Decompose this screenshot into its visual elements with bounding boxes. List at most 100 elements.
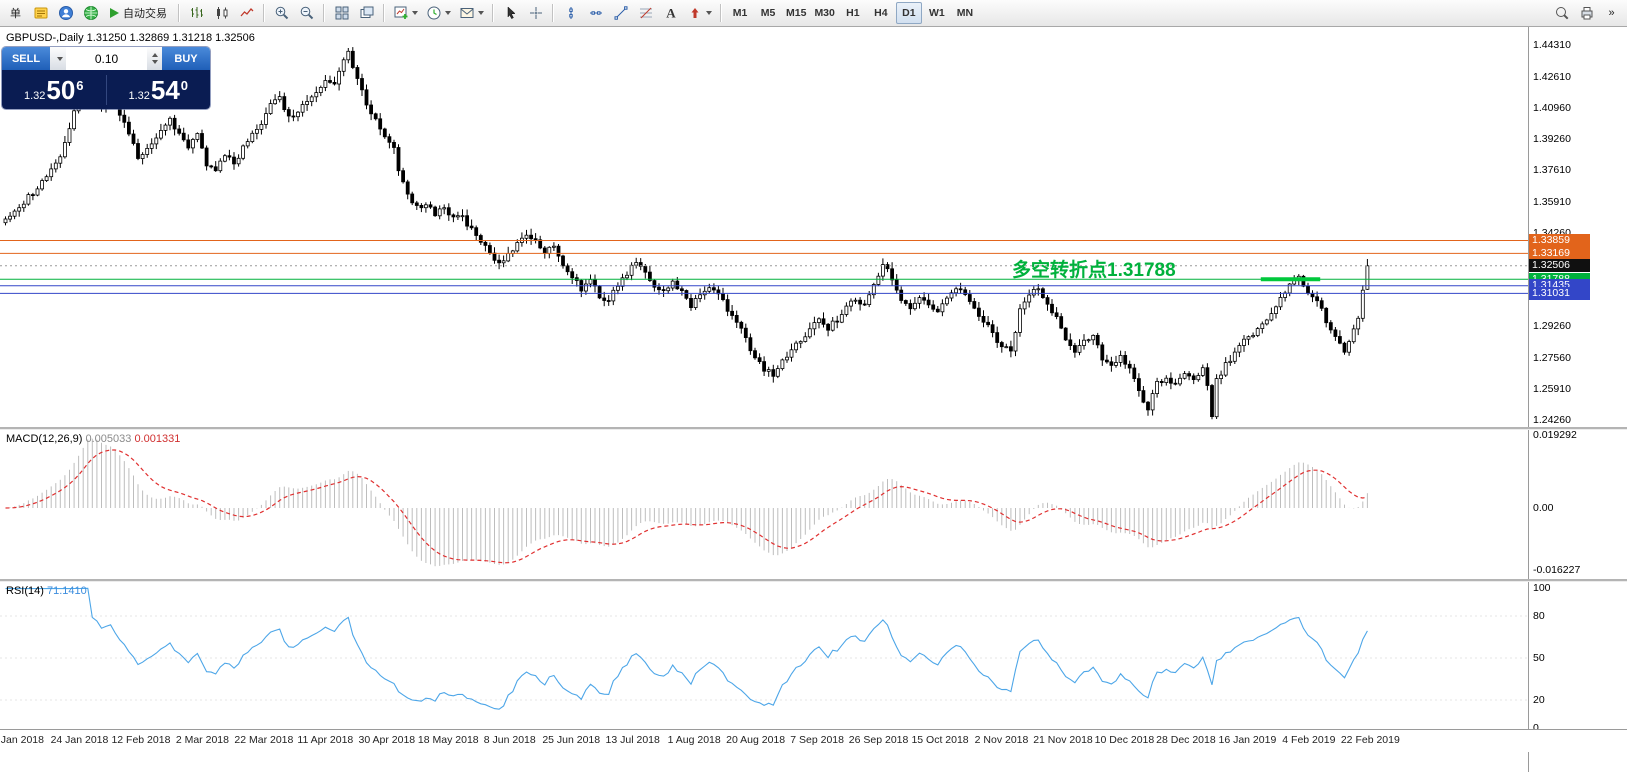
- timeframe-m15[interactable]: M15: [783, 2, 809, 24]
- timeframe-h4[interactable]: H4: [868, 2, 894, 24]
- date-label: 25 Jun 2018: [542, 734, 601, 746]
- auto-arrange-icon[interactable]: [330, 2, 353, 24]
- bid-big: 50: [46, 74, 76, 105]
- chevron-down-icon: [445, 11, 451, 15]
- one-click-prices: 1.32 50 6 1.32 54 0: [2, 70, 210, 109]
- autotrade-button[interactable]: 自动交易: [104, 2, 173, 24]
- candlestick-icon[interactable]: [210, 2, 233, 24]
- timeframe-w1[interactable]: W1: [924, 2, 950, 24]
- buy-button[interactable]: BUY: [162, 47, 210, 70]
- tile-windows-icon[interactable]: [355, 2, 378, 24]
- globe-icon[interactable]: [79, 2, 102, 24]
- date-label: 18 May 2018: [417, 734, 479, 746]
- line-chart-icon: [240, 8, 253, 17]
- toolbar-separator: [492, 4, 494, 22]
- timeframe-h1[interactable]: H1: [840, 2, 866, 24]
- timeframe-m1[interactable]: M1: [727, 2, 753, 24]
- macd-main-value: 0.005033: [85, 433, 132, 445]
- ask-big: 54: [150, 74, 180, 105]
- zoom-in-icon[interactable]: [270, 2, 293, 24]
- price-axis-label: 1.25910: [1533, 383, 1571, 396]
- cursor-icon[interactable]: [499, 2, 522, 24]
- date-label: 7 Sep 2018: [790, 734, 844, 746]
- macd-name: MACD(12,26,9): [6, 433, 83, 445]
- print-icon[interactable]: [1575, 2, 1598, 24]
- new-chart-button[interactable]: [390, 2, 421, 24]
- toolbar-overflow-button[interactable]: »: [1600, 2, 1623, 24]
- rsi-label: RSI(14) 71.1410: [6, 585, 87, 597]
- pane-splitter[interactable]: [0, 579, 1627, 582]
- macd-label: MACD(12,26,9) 0.005033 0.001331: [6, 433, 180, 445]
- bid-price: 1.32 50 6: [2, 75, 106, 105]
- price-chart[interactable]: [0, 27, 1528, 428]
- date-label: 16 Jan 2019: [1218, 734, 1277, 746]
- date-label: 2 Nov 2018: [974, 734, 1029, 746]
- chevron-down-icon: [478, 11, 484, 15]
- date-label: 22 Mar 2018: [234, 734, 294, 746]
- horizontal-line-icon[interactable]: [584, 2, 607, 24]
- cursor-icon: [507, 6, 516, 19]
- orders-icon: [34, 7, 47, 19]
- template-button[interactable]: [456, 2, 487, 24]
- rsi-pane[interactable]: [0, 581, 1528, 729]
- date-label: 20 Aug 2018: [726, 734, 786, 746]
- line-chart-icon[interactable]: [235, 2, 258, 24]
- price-axis-label: 1.24260: [1533, 414, 1571, 426]
- zoom-out-icon[interactable]: [295, 2, 318, 24]
- price-tag: 1.33169: [1529, 246, 1590, 260]
- date-label: 1 Aug 2018: [667, 734, 721, 746]
- ask-price: 1.32 54 0: [107, 75, 211, 105]
- date-label: 30 Apr 2018: [358, 734, 416, 746]
- volume-stepper[interactable]: [147, 47, 162, 70]
- zoom-out-icon: [300, 6, 313, 20]
- volume-dropdown[interactable]: [50, 47, 66, 70]
- ask-sup: 0: [180, 77, 189, 93]
- zoom-in-icon: [275, 6, 288, 20]
- timeframe-m30[interactable]: M30: [811, 2, 837, 24]
- price-axis-label: 1.42610: [1533, 70, 1571, 83]
- new-order-button[interactable]: 单: [4, 2, 27, 24]
- print-icon: [1581, 7, 1592, 20]
- fibonacci-icon: [639, 7, 652, 19]
- trendline-icon[interactable]: [609, 2, 632, 24]
- price-axis[interactable]: 1.44310 1.42610 1.40960 1.39260 1.37610 1.359…: [1528, 27, 1627, 772]
- search-icon[interactable]: [1550, 2, 1573, 24]
- tile-windows-icon: [360, 6, 373, 18]
- macd-pane[interactable]: [0, 429, 1528, 579]
- vertical-line-icon[interactable]: [559, 2, 582, 24]
- profile-icon[interactable]: [54, 2, 77, 24]
- bar-chart-icon[interactable]: [185, 2, 208, 24]
- timeframe-m5[interactable]: M5: [755, 2, 781, 24]
- crosshair-icon[interactable]: [524, 2, 547, 24]
- chart-ohlc-label: GBPUSD-,Daily 1.31250 1.32869 1.31218 1.…: [6, 32, 255, 44]
- one-click-controls: SELL BUY: [2, 47, 210, 70]
- arrows-button: [691, 8, 699, 18]
- timeframe-d1[interactable]: D1: [895, 2, 922, 24]
- fibonacci-icon[interactable]: [634, 2, 657, 24]
- text-icon[interactable]: A: [659, 2, 682, 24]
- toolbar-separator: [323, 4, 325, 22]
- template-button: [460, 8, 474, 18]
- price-axis-label: 1.27560: [1533, 352, 1571, 365]
- macd-signal-value: 0.001331: [134, 433, 181, 445]
- globe-icon: [83, 6, 98, 20]
- chart-annotation[interactable]: 多空转折点1.31788: [1012, 260, 1176, 281]
- bid-sup: 6: [76, 77, 84, 93]
- price-tag: 1.31031: [1529, 286, 1590, 300]
- sell-button[interactable]: SELL: [2, 47, 50, 70]
- period-button[interactable]: [423, 2, 454, 24]
- rsi-axis-label: 20: [1533, 694, 1545, 706]
- pane-splitter[interactable]: [0, 427, 1627, 430]
- date-label: 5 Jan 2018: [0, 734, 44, 746]
- volume-input[interactable]: [66, 47, 147, 70]
- rsi-axis-label: 50: [1533, 652, 1545, 664]
- price-tag: 1.32506: [1529, 259, 1590, 273]
- timeframe-mn[interactable]: MN: [952, 2, 978, 24]
- toolbar-separator: [263, 4, 265, 22]
- trendline-icon: [614, 6, 628, 20]
- orders-icon[interactable]: [29, 2, 52, 24]
- rsi-axis-label: 100: [1533, 582, 1551, 594]
- arrows-button[interactable]: [684, 2, 715, 24]
